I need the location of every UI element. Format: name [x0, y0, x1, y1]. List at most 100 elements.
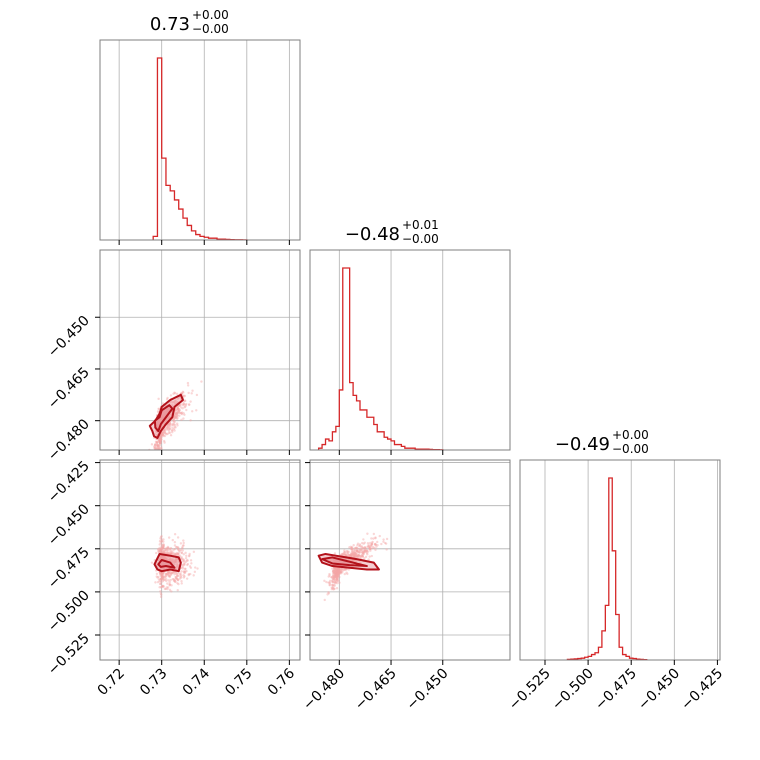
sample-point	[174, 416, 177, 420]
sample-point	[170, 584, 173, 587]
sample-point	[160, 578, 163, 581]
sample-point	[160, 548, 163, 552]
sample-point	[159, 575, 163, 578]
sample-point	[343, 572, 346, 576]
sample-point	[336, 568, 339, 571]
sample-point	[343, 568, 346, 571]
sample-point	[183, 561, 186, 564]
sample-point	[376, 540, 379, 544]
sample-point	[158, 557, 162, 560]
sample-point	[336, 582, 339, 585]
sample-point	[182, 574, 185, 577]
sample-point	[176, 408, 180, 411]
sample-point	[171, 558, 174, 562]
sample-point	[337, 570, 340, 574]
sample-point	[171, 571, 174, 575]
sample-point	[172, 579, 176, 583]
sample-point	[364, 550, 368, 554]
sample-point	[334, 575, 337, 578]
sample-point	[343, 550, 346, 554]
sample-point	[159, 536, 163, 539]
sample-point	[163, 576, 167, 579]
sample-point	[159, 579, 162, 583]
sample-point	[370, 543, 373, 546]
sample-point	[174, 575, 177, 579]
sample-point	[165, 579, 168, 583]
sample-point	[159, 441, 162, 445]
sample-point	[181, 560, 185, 563]
sample-point	[176, 572, 180, 575]
sample-point	[168, 557, 172, 561]
sample-point	[176, 577, 179, 581]
sample-point	[163, 587, 167, 591]
sample-point	[174, 426, 177, 429]
sample-point	[336, 567, 340, 570]
sample-point	[162, 543, 165, 546]
x-tick-label: 0.73	[137, 666, 170, 699]
sample-point	[337, 567, 341, 570]
sample-point	[161, 577, 164, 580]
sample-point	[153, 444, 157, 447]
sample-point	[357, 547, 360, 551]
sample-point	[173, 579, 176, 582]
sample-point	[351, 553, 355, 557]
sample-point	[160, 572, 163, 575]
sample-point	[368, 547, 371, 550]
sample-point	[350, 553, 353, 556]
x-tick-label: 0.72	[95, 666, 128, 699]
sample-point	[352, 554, 355, 557]
sample-point	[336, 569, 339, 573]
sample-point	[187, 572, 191, 576]
x-tick-label: −0.525	[506, 666, 554, 714]
sample-point	[166, 558, 169, 562]
2d-panel-1-2	[309, 459, 511, 665]
sample-point	[341, 567, 344, 571]
sample-point	[160, 433, 164, 437]
sample-point	[341, 552, 345, 555]
sample-point	[168, 583, 172, 586]
sample-point	[354, 552, 357, 555]
sample-point	[334, 571, 337, 574]
sample-point	[185, 569, 188, 573]
sample-point	[182, 400, 185, 404]
sample-point	[358, 543, 362, 546]
sample-point	[162, 429, 166, 432]
sample-point	[178, 577, 182, 580]
sample-point	[360, 546, 363, 549]
sample-point	[171, 401, 175, 404]
sample-point	[180, 418, 183, 421]
sample-point	[165, 575, 168, 578]
sample-point	[370, 542, 374, 546]
sample-point	[171, 559, 175, 562]
sample-point	[178, 408, 182, 412]
sample-point	[173, 416, 176, 420]
sample-point	[157, 450, 159, 452]
sample-point	[161, 556, 165, 560]
sample-point	[162, 544, 165, 548]
sample-point	[164, 557, 167, 560]
sample-point	[167, 415, 171, 418]
sample-point	[180, 551, 183, 554]
sample-point	[369, 545, 372, 548]
sample-point	[177, 409, 181, 412]
sample-point	[350, 552, 354, 555]
sample-point	[176, 413, 179, 416]
sample-point	[173, 425, 176, 429]
sample-point	[159, 595, 163, 599]
panel-background	[100, 40, 300, 240]
sample-point	[340, 552, 343, 556]
sample-point	[150, 443, 154, 446]
sample-point	[180, 566, 183, 569]
sample-point	[332, 569, 336, 572]
sample-point	[337, 569, 341, 573]
sample-point	[162, 543, 165, 546]
sample-point	[361, 550, 365, 553]
sample-point	[176, 424, 179, 427]
sample-point	[154, 447, 157, 450]
sample-point	[385, 537, 389, 541]
sample-point	[167, 570, 170, 574]
x-tick-label: 0.74	[180, 665, 213, 698]
sample-point	[165, 552, 169, 555]
histogram-panel-1: −0.48 +0.01−0.00	[309, 218, 511, 455]
sample-point	[334, 573, 338, 576]
